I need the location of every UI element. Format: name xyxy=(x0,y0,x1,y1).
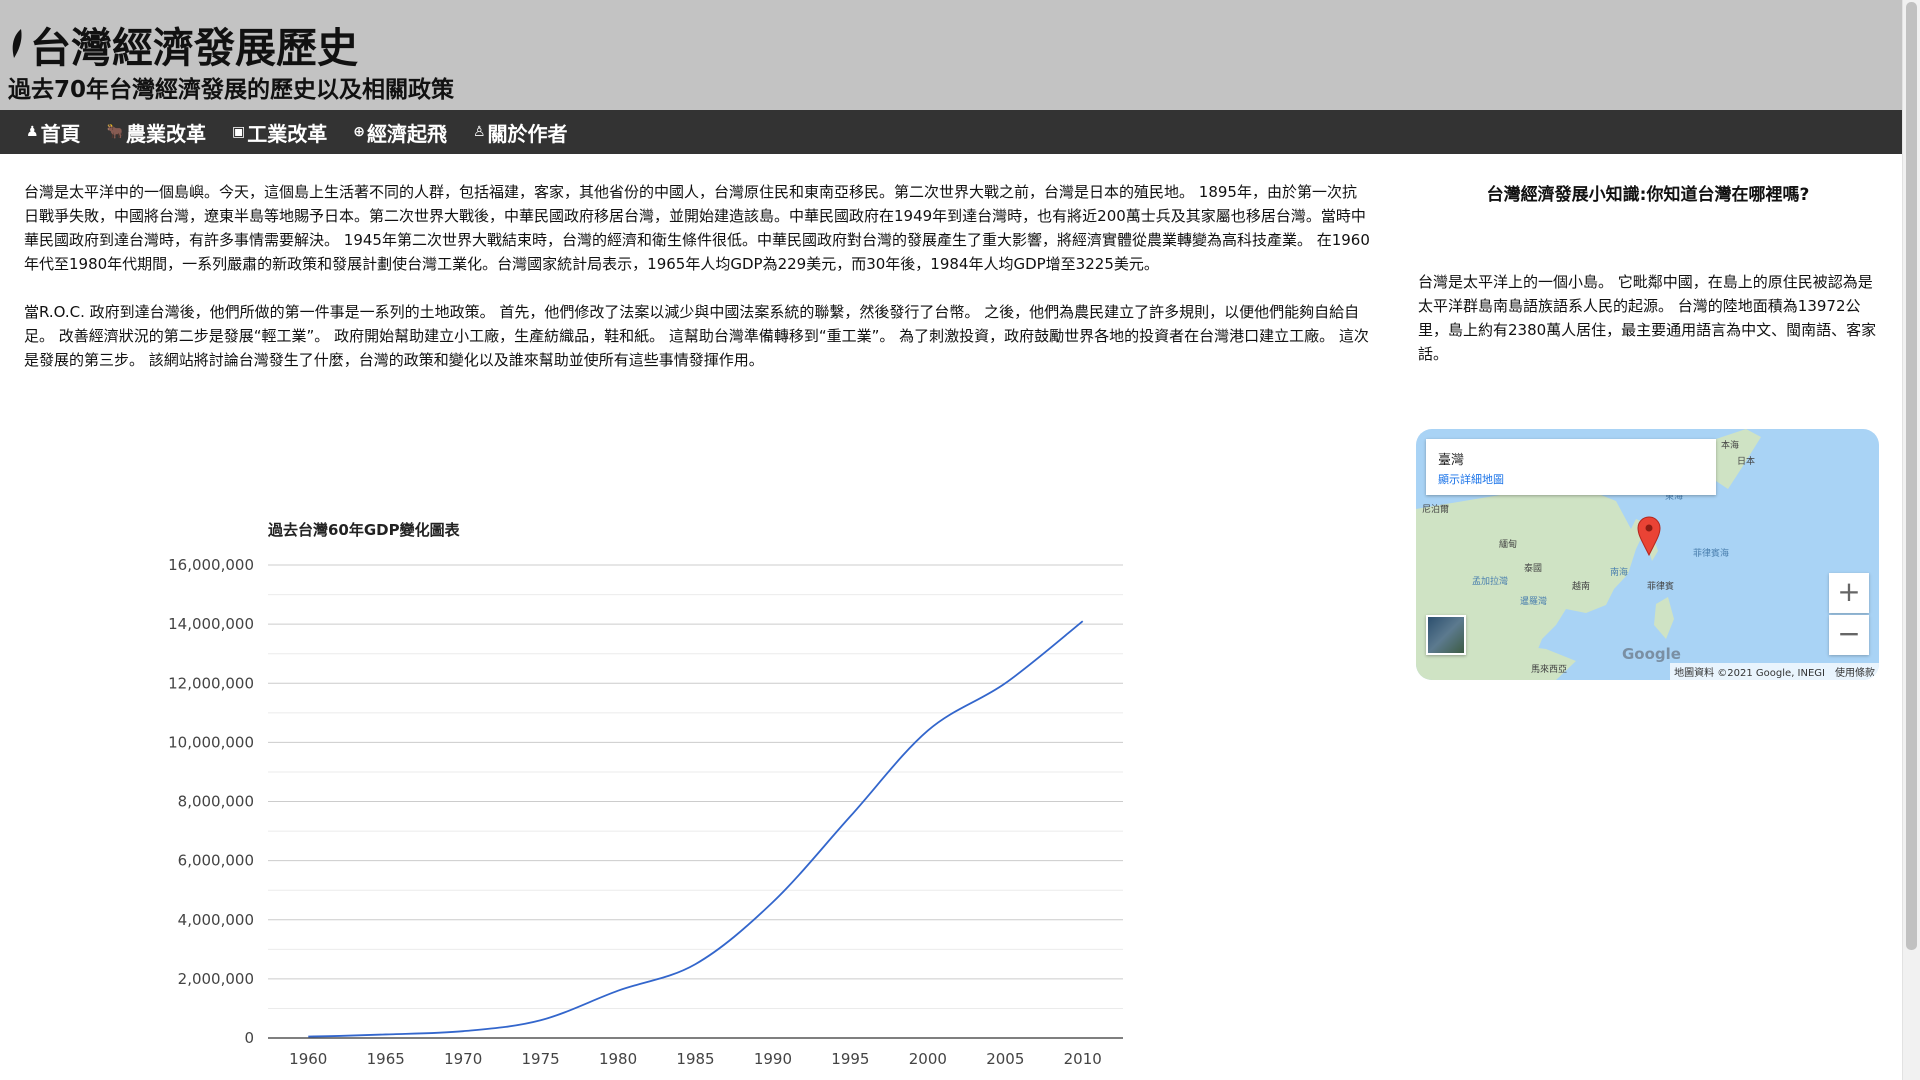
map-canvas[interactable] xyxy=(1416,429,1879,680)
y-tick-label: 2,000,000 xyxy=(178,970,254,988)
x-tick-label: 2005 xyxy=(986,1050,1024,1068)
map-label: 南海 xyxy=(1610,568,1629,578)
factory-icon: ▣ xyxy=(232,124,246,140)
nav-item-label: 關於作者 xyxy=(487,121,568,146)
x-tick-label: 1990 xyxy=(754,1050,792,1068)
map-land xyxy=(1506,644,1576,680)
map-label: 尼泊爾 xyxy=(1422,505,1450,515)
y-tick-label: 0 xyxy=(244,1029,254,1047)
map-label: 本海 xyxy=(1721,441,1740,451)
map-label: 東海 xyxy=(1665,492,1684,502)
x-tick-label: 1985 xyxy=(676,1050,714,1068)
nav-item-about[interactable]: ♙ 關於作者 xyxy=(473,118,568,147)
y-tick-label: 16,000,000 xyxy=(168,556,254,574)
nav-item-home[interactable]: ♟ 首頁 xyxy=(26,118,81,147)
site-subtitle: 過去70年台灣經濟發展的歷史以及相關政策 xyxy=(8,77,455,103)
globe-icon: ⊕ xyxy=(353,124,365,140)
map-land xyxy=(1716,429,1761,489)
map-attribution[interactable]: 地圖資料 ©2021 Google, INEGI 使用條款 xyxy=(1670,663,1879,680)
x-tick-label: 1970 xyxy=(444,1050,482,1068)
nav-item-agriculture[interactable]: 🐂 農業改革 xyxy=(107,118,206,147)
map-info-card: 臺灣 顯示詳細地圖 xyxy=(1426,439,1716,495)
map-pin xyxy=(1637,516,1661,557)
main-navbar: ♟ 首頁 🐂 農業改革 ▣ 工業改革 ⊕ 經濟起飛 ♙ 關於作者 xyxy=(0,110,1902,154)
google-logo: Google xyxy=(1622,645,1681,663)
map-label: 菲律賓海 xyxy=(1693,549,1730,559)
nav-item-label: 經濟起飛 xyxy=(366,121,447,146)
x-tick-label: 1965 xyxy=(367,1050,405,1068)
y-tick-label: 10,000,000 xyxy=(168,733,254,751)
x-tick-label: 2010 xyxy=(1064,1050,1102,1068)
vertical-scrollbar[interactable] xyxy=(1902,0,1920,1080)
y-tick-label: 6,000,000 xyxy=(178,852,254,870)
map-label: 緬甸 xyxy=(1499,540,1518,550)
x-tick-label: 1995 xyxy=(831,1050,869,1068)
map-label: 暹羅灣 xyxy=(1520,597,1548,607)
chart-title: 過去台灣60年GDP變化圖表 xyxy=(267,521,461,539)
nav-item-economy[interactable]: ⊕ 經濟起飛 xyxy=(353,118,447,147)
main-article: 台灣是太平洋中的一個島嶼。今天，這個島上生活著不同的人群，包括福建，客家，其他省… xyxy=(24,180,1370,396)
scrollbar-thumb[interactable] xyxy=(1906,2,1917,950)
ox-icon: 🐂 xyxy=(106,124,124,140)
map-label: 孟加拉灣 xyxy=(1472,577,1509,587)
y-tick-label: 12,000,000 xyxy=(168,674,254,692)
map-label: 泰國 xyxy=(1524,564,1543,574)
y-tick-label: 4,000,000 xyxy=(178,911,254,929)
zoom-out-button[interactable]: − xyxy=(1829,615,1869,655)
site-title: 台灣經濟發展歷史 xyxy=(10,14,358,74)
leaf-icon xyxy=(12,29,22,58)
map-pin-dot xyxy=(1645,524,1653,532)
y-tick-label: 8,000,000 xyxy=(178,793,254,811)
y-tick-label: 14,000,000 xyxy=(168,615,254,633)
home-icon: ♟ xyxy=(26,124,39,140)
article-paragraph: 台灣是太平洋中的一個島嶼。今天，這個島上生活著不同的人群，包括福建，客家，其他省… xyxy=(24,183,1370,273)
nav-item-industry[interactable]: ▣ 工業改革 xyxy=(232,118,327,147)
person-icon: ♙ xyxy=(472,124,486,140)
site-title-text: 台灣經濟發展歷史 xyxy=(30,24,358,72)
map-label: 日本 xyxy=(1737,457,1756,467)
series-line-0 xyxy=(308,620,1084,1038)
x-tick-label: 1960 xyxy=(289,1050,327,1068)
nav-item-label: 工業改革 xyxy=(247,121,328,146)
map-land xyxy=(1416,489,1648,680)
map-land xyxy=(1654,597,1674,639)
map-detail-link[interactable]: 顯示詳細地圖 xyxy=(1438,473,1504,486)
x-tick-label: 1980 xyxy=(599,1050,637,1068)
x-tick-label: 1975 xyxy=(522,1050,560,1068)
sidebar-title: 台灣經濟發展小知識:你知道台灣在哪裡嗎? xyxy=(1486,185,1810,205)
nav-item-label: 首頁 xyxy=(40,121,81,146)
map-label: 越南 xyxy=(1572,582,1591,592)
satellite-toggle-button[interactable] xyxy=(1426,615,1466,655)
site-header: 台灣經濟發展歷史 過去70年台灣經濟發展的歷史以及相關政策 xyxy=(0,0,1902,110)
map-label: 菲律賓 xyxy=(1647,582,1675,592)
map-label: 馬來西亞 xyxy=(1531,665,1568,675)
zoom-in-button[interactable]: + xyxy=(1829,573,1869,613)
nav-item-label: 農業改革 xyxy=(126,121,206,146)
map-place-name: 臺灣 xyxy=(1438,453,1465,468)
gdp-line-chart: 過去台灣60年GDP變化圖表 0 2,000,000 4,000,000 6,000,… xyxy=(168,521,1123,1068)
embedded-map[interactable]: 本海 日本 東海 尼泊爾 緬甸 菲律賓海 泰國 南海 越南 菲律賓 孟加拉灣 暹… xyxy=(1416,429,1879,680)
article-paragraph: 當R.O.C. 政府到達台灣後，他們所做的第一件事是一系列的土地政策。 首先，他… xyxy=(24,303,1369,369)
x-tick-label: 2000 xyxy=(909,1050,947,1068)
sidebar-text: 台灣是太平洋上的一個小島。 它毗鄰中國，在島上的原住民被認為是太平洋群島南島語族… xyxy=(1418,273,1877,363)
